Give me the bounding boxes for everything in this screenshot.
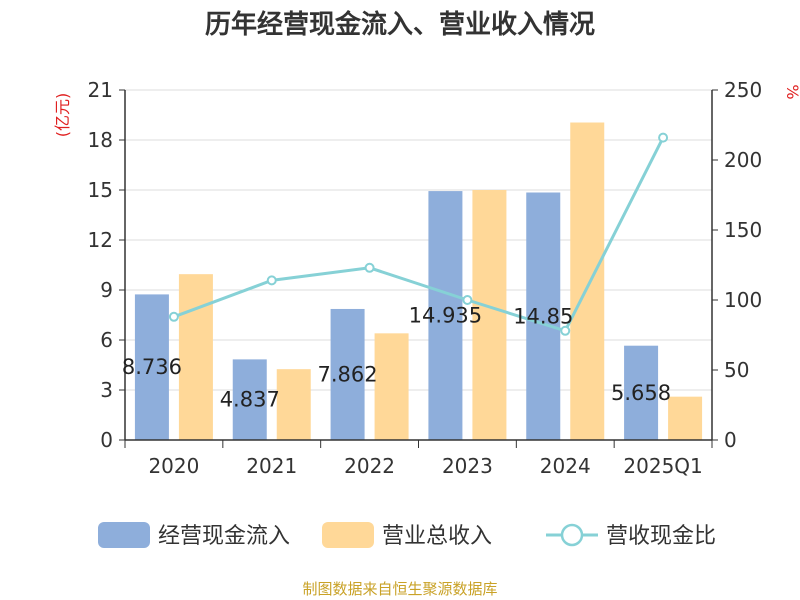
bar-revenue [668, 396, 703, 440]
bar-revenue [472, 190, 507, 440]
bar-revenue [570, 122, 605, 440]
bar-cash-inflow [134, 294, 169, 440]
line-point [364, 262, 375, 273]
x-tick-label: 2025Q1 [623, 454, 702, 478]
legend-marker [560, 523, 584, 547]
data-label: 14.935 [409, 304, 482, 328]
data-label: 4.837 [220, 388, 280, 412]
y-left-tick-label: 15 [88, 178, 113, 202]
line-cash-revenue-ratio [173, 136, 665, 333]
line-point [560, 325, 571, 336]
y-left-tick-label: 21 [88, 78, 113, 102]
y-left-tick-label: 6 [100, 328, 113, 352]
y-right-tick-label: 250 [724, 78, 762, 102]
data-label: 14.85 [513, 304, 573, 328]
data-label: 5.658 [611, 381, 671, 405]
y-left-tick-label: 0 [100, 428, 113, 452]
bar-revenue [178, 274, 213, 440]
y-left-tick-label: 9 [100, 278, 113, 302]
bar-cash-inflow [232, 359, 267, 440]
y-right-tick-label: 100 [724, 288, 762, 312]
legend-label: 营收现金比 [606, 524, 716, 549]
line-point [658, 132, 669, 143]
y-right-tick-label: 200 [724, 148, 762, 172]
y-right-tick-label: 150 [724, 218, 762, 242]
legend-swatch [322, 522, 374, 548]
bar-revenue [276, 369, 311, 440]
legend-label: 经营现金流入 [158, 524, 290, 549]
line-point [462, 295, 473, 305]
x-tick-label: 2020 [148, 454, 199, 478]
y-left-tick-label: 3 [100, 378, 113, 402]
line-point [168, 311, 179, 322]
y-left-tick-label: 18 [88, 128, 113, 152]
y-right-tick-label: 0 [724, 428, 737, 452]
x-tick-label: 2021 [246, 454, 297, 478]
source-note: 制图数据来自恒生聚源数据库 [302, 580, 498, 598]
data-label: 7.862 [318, 362, 378, 386]
bar-cash-inflow [428, 191, 463, 440]
y-left-tick-label: 12 [88, 228, 113, 252]
x-tick-label: 2024 [540, 454, 591, 478]
bar-cash-inflow [624, 345, 659, 440]
legend-label: 营业总收入 [382, 524, 492, 549]
y-right-tick-label: 50 [724, 358, 749, 382]
line-point [266, 275, 277, 286]
data-label: 8.736 [122, 355, 182, 379]
legend-swatch [98, 522, 150, 548]
bar-cash-inflow [526, 192, 561, 440]
x-tick-label: 2023 [442, 454, 493, 478]
y-left-axis-label: (亿元) [53, 93, 72, 138]
bar-cash-inflow [330, 308, 365, 440]
chart-title: 历年经营现金流入、营业收入情况 [204, 10, 595, 40]
y-right-axis-label: % [783, 84, 800, 99]
x-tick-label: 2022 [344, 454, 395, 478]
bar-revenue [374, 333, 409, 440]
